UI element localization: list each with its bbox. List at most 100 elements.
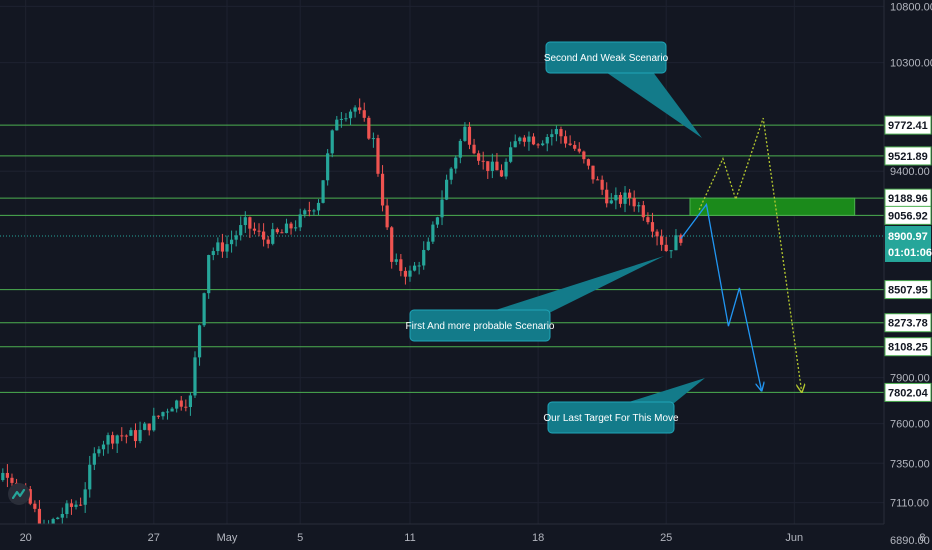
candle-body	[197, 325, 202, 358]
level-tag	[884, 313, 932, 333]
candle-body	[193, 357, 197, 396]
candle-body	[632, 197, 636, 207]
candle-body	[486, 161, 490, 171]
level-tag-label: 8108.25	[888, 342, 928, 354]
candle-body	[143, 423, 147, 430]
time-axis-background	[0, 524, 884, 550]
resistance-zone	[689, 197, 856, 216]
time-axis[interactable]: 20 27 May 5 11 18 25 Jun 8	[0, 523, 925, 550]
candle-body	[513, 141, 517, 148]
candle-body	[618, 194, 623, 204]
price-axis[interactable]: 10800.00 10300.00 9400.00 7900.00 7600.00 735…	[883, 0, 932, 550]
candle-body	[56, 517, 60, 520]
date-tick-label: 8	[919, 532, 925, 544]
callout-first-scenario-text: First And more probable Scenario	[406, 321, 555, 332]
candle-body	[573, 144, 577, 149]
candle-body	[559, 129, 563, 137]
candle-body	[582, 151, 586, 160]
candle-body	[408, 270, 412, 277]
price-tick-label: 7350.00	[890, 458, 930, 470]
candle-body	[518, 137, 522, 142]
candle-body	[106, 435, 110, 445]
candle-body	[239, 225, 243, 236]
candle-body	[257, 230, 261, 232]
candle-body	[426, 241, 430, 250]
candle-body	[216, 242, 220, 252]
date-tick-label: Jun	[785, 532, 803, 544]
candle-body	[422, 249, 426, 266]
candle-body	[101, 444, 106, 450]
candle-body	[660, 236, 664, 245]
date-tick-label: May	[217, 532, 238, 544]
candle-body	[541, 143, 545, 146]
price-tick-label: 7900.00	[890, 373, 930, 385]
price-tick-label: 7600.00	[890, 419, 930, 431]
candle-body	[650, 222, 655, 232]
candle-body	[280, 232, 284, 234]
candle-body	[467, 126, 472, 145]
price-tags: 9772.41 9521.89 9188.96 9056.92 8507.95 8273.…	[884, 115, 932, 402]
candle-body	[316, 202, 321, 211]
candle-body	[591, 165, 595, 180]
callout-second-scenario-text: Second And Weak Scenario	[544, 53, 669, 64]
candle-body	[220, 242, 225, 252]
countdown-label: 01:01:06	[888, 247, 932, 259]
candle-body	[605, 189, 609, 204]
callout-second-scenario: Second And Weak Scenario	[544, 41, 702, 138]
date-tick-label: 25	[660, 532, 672, 544]
candle-body	[380, 173, 385, 206]
price-tick-label: 9400.00	[890, 166, 930, 178]
date-tick-label: 5	[297, 532, 303, 544]
candle-body	[669, 250, 673, 252]
candle-body	[294, 227, 298, 229]
candle-body	[353, 107, 357, 112]
price-tick-label: 10800.00	[890, 1, 932, 13]
candle-body	[431, 224, 435, 242]
candle-body	[435, 217, 440, 225]
candle-body	[600, 179, 604, 190]
date-tick-label: 20	[20, 532, 32, 544]
candle-body	[417, 265, 421, 267]
level-tag	[884, 146, 932, 166]
candle-body	[175, 400, 179, 409]
candle-body	[266, 239, 270, 244]
level-tag	[884, 280, 932, 300]
date-tick-label: 11	[404, 532, 415, 544]
tradingview-logo-icon[interactable]	[8, 483, 30, 505]
candle-body	[303, 210, 307, 215]
candle-body	[385, 205, 389, 228]
level-tag-label: 8507.95	[888, 285, 928, 297]
candles	[1, 98, 683, 532]
callout-last-target-text: Our Last Target For This Move	[543, 413, 679, 424]
candle-body	[522, 137, 526, 142]
candle-body	[202, 293, 206, 326]
candle-body	[623, 192, 627, 204]
candle-body	[321, 180, 325, 203]
candle-body	[655, 231, 659, 237]
candle-body	[133, 430, 138, 442]
candle-body	[454, 157, 458, 169]
candle-body	[124, 435, 128, 437]
callout-last-target: Our Last Target For This Move	[543, 378, 705, 434]
candle-body	[449, 168, 453, 180]
level-tag-label: 8273.78	[888, 318, 928, 330]
level-tag	[884, 115, 932, 135]
candle-body	[495, 161, 499, 171]
candle-body	[577, 148, 581, 152]
candle-body	[472, 144, 476, 154]
level-tag-label: 9188.96	[888, 193, 928, 205]
candle-body	[376, 138, 380, 174]
candle-body	[188, 395, 192, 408]
candle-body	[403, 270, 408, 277]
candle-body	[170, 408, 174, 412]
candle-body	[5, 472, 9, 478]
candle-body	[330, 130, 334, 154]
candle-body	[371, 138, 375, 140]
candle-body	[252, 228, 257, 231]
candle-body	[509, 147, 513, 162]
candle-body	[88, 464, 92, 490]
candle-body	[641, 205, 645, 218]
candle-body	[362, 110, 366, 118]
